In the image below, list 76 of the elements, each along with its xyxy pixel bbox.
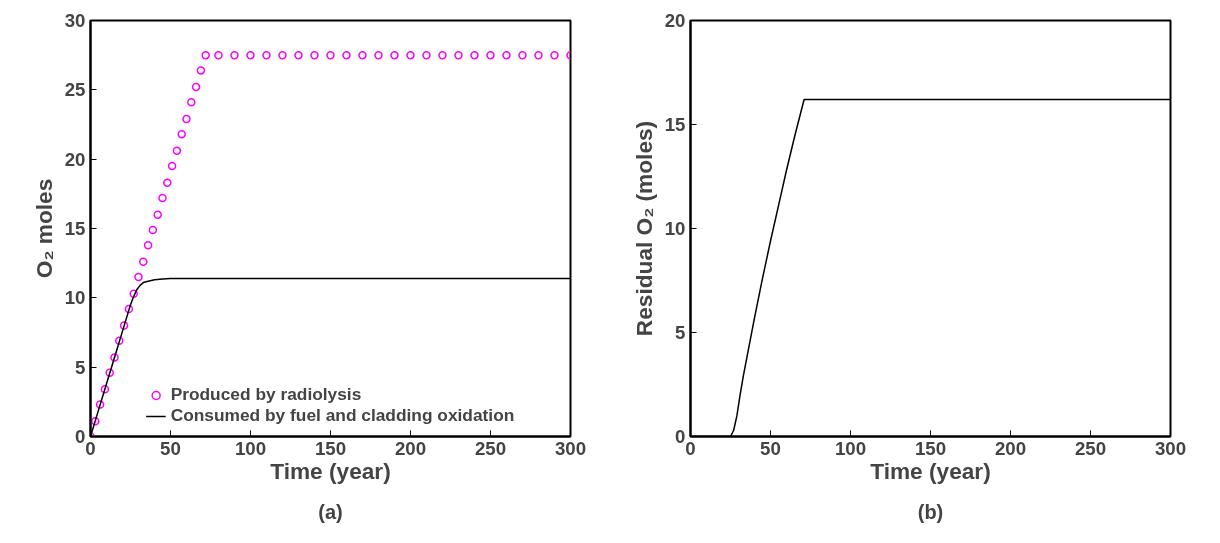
point xyxy=(470,50,479,60)
x-tick-label: 100 xyxy=(234,437,267,459)
point xyxy=(262,50,271,60)
point xyxy=(187,98,196,107)
point xyxy=(119,321,129,330)
point xyxy=(167,161,177,171)
point xyxy=(342,50,351,60)
y-axis-title: O₂ moles xyxy=(30,178,57,279)
point xyxy=(486,50,495,60)
x-tick-label: 200 xyxy=(394,437,427,459)
point xyxy=(278,50,287,60)
y-tick-label: 30 xyxy=(64,10,86,31)
point xyxy=(172,146,182,156)
point xyxy=(502,50,511,60)
point xyxy=(163,178,172,187)
point xyxy=(110,353,119,362)
text: (b) xyxy=(917,501,944,523)
point xyxy=(91,417,100,426)
y-tick-label: 20 xyxy=(664,10,686,31)
x-tick-label: 150 xyxy=(914,437,947,459)
x-axis-title: Time (year) xyxy=(870,457,991,484)
y-axis-title: Residual O₂ (moles) xyxy=(630,120,657,337)
point xyxy=(358,50,367,60)
point xyxy=(374,50,383,60)
x-tick-label: 250 xyxy=(1074,437,1107,459)
y-tick-label: 15 xyxy=(664,114,686,135)
x-tick-label: 300 xyxy=(554,437,587,459)
point xyxy=(534,50,543,60)
text: (a) xyxy=(318,501,343,523)
x-tick-label: 200 xyxy=(994,437,1027,459)
point xyxy=(124,304,134,314)
point xyxy=(134,272,143,282)
point xyxy=(454,50,463,60)
y-tick-label: 10 xyxy=(64,287,86,309)
legend-label: Consumed by fuel and cladding oxidation xyxy=(170,405,515,426)
point xyxy=(182,114,191,124)
x-tick-label: 50 xyxy=(760,437,781,459)
point xyxy=(100,385,110,394)
point xyxy=(214,50,223,60)
y-tick-label: 15 xyxy=(64,218,86,239)
point xyxy=(326,50,335,60)
point xyxy=(148,225,158,235)
point xyxy=(406,50,415,60)
point xyxy=(230,50,239,60)
point xyxy=(177,129,186,139)
x-tick-label: 150 xyxy=(314,437,347,459)
x-tick-label: 300 xyxy=(1154,437,1187,459)
x-tick-label: 250 xyxy=(474,437,507,459)
point xyxy=(129,289,138,298)
y-tick-label: 20 xyxy=(64,148,86,170)
point xyxy=(390,50,399,60)
point xyxy=(153,210,162,219)
point xyxy=(158,193,167,203)
point xyxy=(105,368,114,377)
point xyxy=(143,240,153,250)
point xyxy=(115,336,124,346)
point xyxy=(550,50,559,60)
point xyxy=(95,400,105,409)
y-tick-label: 25 xyxy=(64,79,86,101)
point xyxy=(246,50,255,60)
x-axis-title: Time (year) xyxy=(270,457,391,484)
y-tick-label: 10 xyxy=(664,218,686,239)
point xyxy=(422,50,431,60)
point xyxy=(310,50,319,60)
point xyxy=(518,50,527,60)
legend-label: Produced by radiolysis xyxy=(170,384,362,405)
y-tick-label: 5 xyxy=(75,356,86,378)
x-tick-label: 100 xyxy=(834,437,867,459)
y-tick-label: 5 xyxy=(675,322,686,343)
point xyxy=(139,257,148,267)
point xyxy=(191,82,201,92)
point xyxy=(438,50,447,60)
point xyxy=(201,50,210,60)
point xyxy=(196,66,206,75)
point xyxy=(294,50,303,60)
x-tick-label: 50 xyxy=(160,437,181,459)
